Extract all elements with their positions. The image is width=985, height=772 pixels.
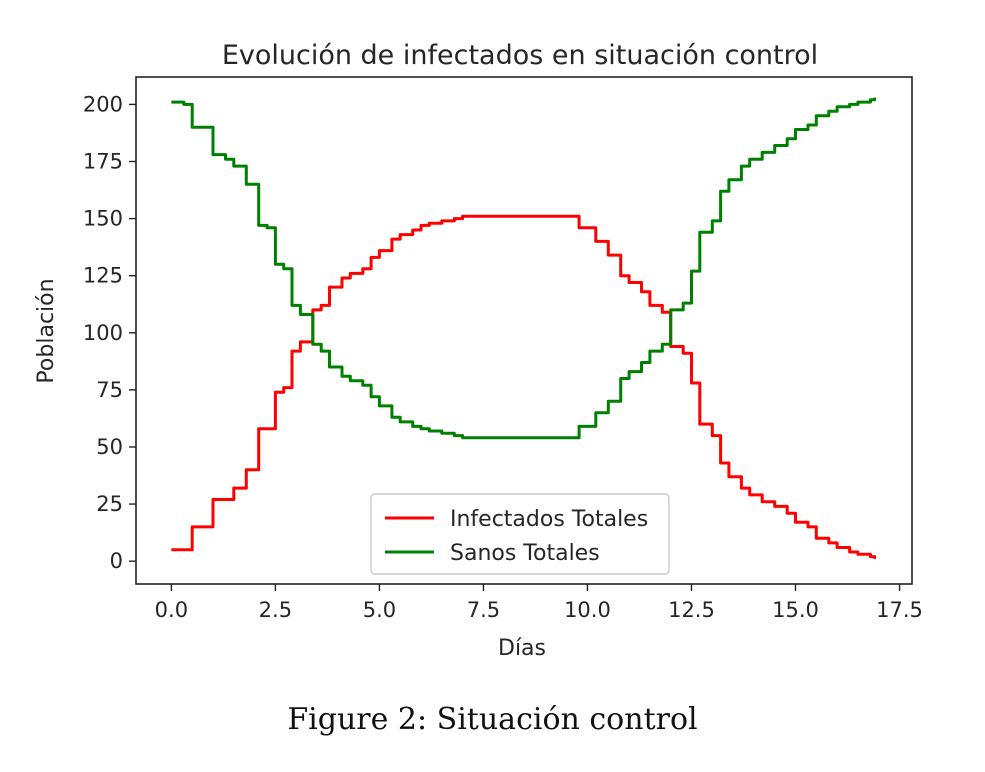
y-tick-label: 200 [83,92,123,116]
y-tick-label: 25 [96,492,123,516]
x-tick-label: 5.0 [363,598,396,622]
chart-title: Evolución de infectados en situación con… [222,40,818,71]
y-tick-label: 0 [110,549,123,573]
x-tick-label: 10.0 [564,598,611,622]
legend-box [370,493,670,575]
line-chart: Evolución de infectados en situación con… [34,40,923,661]
x-tick-label: 17.5 [876,598,923,622]
plot-frame [135,76,913,585]
series-line-sanos [171,97,877,440]
y-tick-label: 75 [96,378,123,402]
x-tick-label: 7.5 [467,598,500,622]
y-tick-label: 100 [83,321,123,345]
series-line-infectados [171,214,877,559]
x-tick-label: 0.0 [155,598,188,622]
legend-label-sanos: Sanos Totales [450,541,600,566]
x-axis-label: Días [498,636,546,661]
y-tick-label: 125 [83,264,123,288]
legend-label-infectados: Infectados Totales [450,507,648,532]
series-layer [171,97,877,559]
x-tick-label: 12.5 [668,598,715,622]
y-tick-label: 50 [96,435,123,459]
y-tick-label: 150 [83,207,123,231]
legend: Infectados Totales Sanos Totales [370,493,670,575]
y-tick-label: 175 [83,150,123,174]
x-axis-ticks: 0.0 2.5 5.0 7.5 10.0 12.5 15.0 17.5 [155,584,923,622]
y-axis-label: Población [34,278,59,383]
x-tick-label: 2.5 [259,598,292,622]
figure-caption: Figure 2: Situación control [287,702,698,737]
x-tick-label: 15.0 [772,598,819,622]
y-axis-ticks: 0 25 50 75 100 125 150 175 200 [83,92,136,573]
